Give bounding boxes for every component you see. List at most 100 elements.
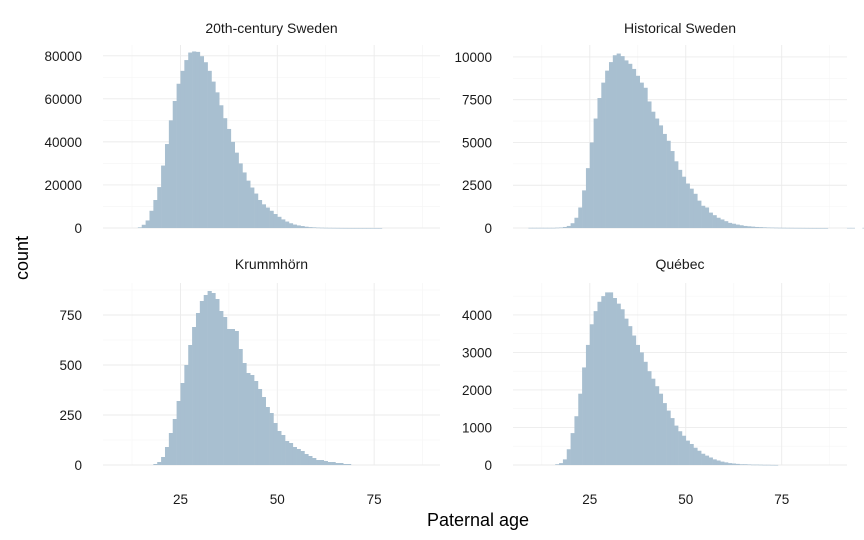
histogram-bar [681, 176, 687, 228]
panel-title: Historical Sweden [624, 20, 736, 36]
histogram-bar [689, 188, 694, 228]
histogram-bar [184, 365, 189, 465]
histogram-bar [347, 464, 352, 465]
histogram-bar [578, 207, 583, 228]
histogram-bar [820, 227, 825, 229]
histogram-bar [215, 92, 220, 228]
histogram-bar [223, 317, 228, 465]
histogram-bar [635, 344, 640, 465]
histogram-bar [758, 227, 763, 228]
histogram-bar [172, 419, 177, 465]
histogram-bar [285, 441, 290, 465]
histogram-bar [608, 62, 614, 228]
histogram-bar [343, 464, 348, 465]
histogram-bar [632, 335, 637, 465]
x-tick-label: 75 [367, 492, 382, 507]
histogram-bar [762, 464, 767, 466]
panel-1: 20th-century Sweden 0 20000 40000 60000 80000 [44, 20, 440, 236]
histogram-bar [616, 53, 621, 228]
histogram-bar [743, 225, 748, 228]
histogram-bar [242, 363, 247, 465]
histogram-bar [164, 447, 170, 465]
histogram-bar [643, 361, 648, 465]
histogram-bar [655, 386, 660, 465]
histogram-bar [774, 227, 779, 229]
histogram-bar [797, 227, 802, 229]
histogram-bar [300, 451, 305, 465]
histogram-bar [612, 55, 617, 229]
histogram-bar [701, 205, 706, 228]
histogram-bar [585, 344, 591, 465]
histogram-bar [153, 200, 158, 228]
histogram-bar [712, 215, 717, 228]
x-tick-label: 50 [678, 492, 693, 507]
histogram-bar [180, 383, 185, 465]
histogram-bar [655, 118, 660, 228]
histogram-bar [215, 299, 220, 465]
histogram-bar [327, 227, 332, 229]
histogram-bar [238, 163, 243, 228]
histogram-bar [793, 227, 798, 229]
histogram-bar [532, 227, 537, 229]
histogram-bar [704, 455, 710, 465]
y-axis-title: count [12, 236, 32, 280]
x-tick-label: 25 [582, 492, 597, 507]
histogram-bar [566, 225, 571, 228]
histogram-bar [277, 431, 282, 465]
histogram-bar [632, 68, 637, 228]
histogram-bar [643, 87, 648, 228]
histogram-bar [370, 227, 375, 229]
histogram-bar [277, 216, 282, 228]
histogram-bar [192, 327, 197, 465]
histogram-bar [281, 219, 286, 228]
histogram-bar [624, 60, 629, 228]
histogram-bar [674, 425, 679, 465]
histogram-bar [651, 111, 656, 228]
histogram-bar [559, 227, 564, 229]
histogram-bar [254, 193, 259, 228]
y-tick-label: 20000 [44, 178, 82, 193]
histogram-bar [689, 443, 694, 465]
histogram-bar [720, 461, 725, 465]
histogram-bar [257, 200, 263, 228]
histogram-bar [708, 457, 713, 465]
histogram-bar [292, 224, 297, 228]
histogram-bar [164, 144, 170, 228]
histogram-bar [681, 435, 687, 465]
histogram-bar [528, 227, 533, 229]
histogram-bar [693, 447, 698, 465]
histogram-bar [141, 224, 146, 228]
histogram-bar [685, 440, 690, 465]
histogram-bar [593, 311, 598, 465]
histogram-bar [250, 187, 255, 228]
histogram-bar [620, 56, 625, 229]
histogram-bar [269, 210, 274, 228]
histogram-bar [288, 443, 294, 465]
histogram-bar [701, 453, 706, 465]
histogram-bar [374, 228, 379, 229]
histogram-bar [589, 324, 594, 465]
histogram-bar [605, 292, 610, 465]
histogram-bar [211, 81, 216, 228]
histogram-bar [708, 212, 713, 228]
histogram-bar [184, 60, 189, 228]
histogram-bar [219, 311, 224, 465]
histogram-bar [153, 464, 158, 465]
histogram-bar [620, 309, 625, 465]
x-tick-label: 75 [774, 492, 789, 507]
histogram-bar [242, 172, 247, 228]
histogram-bar [223, 118, 228, 228]
histogram-bar [785, 227, 790, 229]
histogram-bar [335, 227, 340, 229]
histogram-bar [739, 464, 744, 465]
histogram-bar [651, 378, 656, 465]
histogram-bar [774, 464, 779, 466]
histogram-bar [685, 183, 690, 228]
panel-4: Québec 0 1000 2000 3000 4000 25 50 75 [462, 256, 847, 507]
histogram-bar [308, 456, 313, 465]
histogram-bar [211, 293, 216, 465]
histogram-bar [199, 301, 205, 465]
histogram-bar [754, 464, 759, 466]
panel-title: Québec [655, 256, 704, 272]
